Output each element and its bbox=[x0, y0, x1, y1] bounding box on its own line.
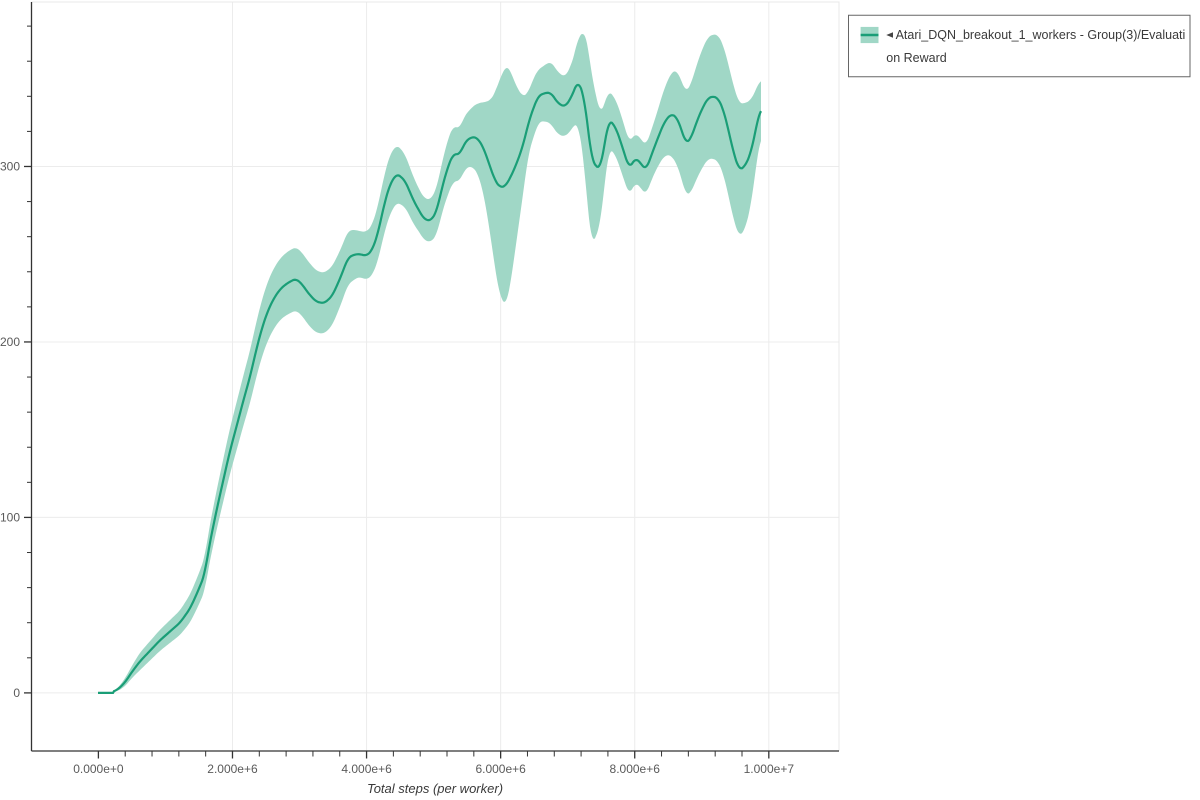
svg-text:on Reward: on Reward bbox=[886, 51, 946, 65]
svg-text:4.000e+6: 4.000e+6 bbox=[341, 762, 392, 776]
svg-text:Atari_DQN_breakout_1_workers -: Atari_DQN_breakout_1_workers - Group(3)/… bbox=[896, 28, 1186, 42]
svg-text:1.000e+7: 1.000e+7 bbox=[744, 762, 795, 776]
svg-text:0.000e+0: 0.000e+0 bbox=[73, 762, 124, 776]
svg-text:Total steps (per worker): Total steps (per worker) bbox=[367, 781, 503, 796]
svg-text:200: 200 bbox=[0, 335, 20, 349]
svg-text:100: 100 bbox=[0, 510, 20, 524]
svg-text:300: 300 bbox=[0, 160, 20, 174]
svg-text:0: 0 bbox=[13, 686, 20, 700]
svg-text:2.000e+6: 2.000e+6 bbox=[207, 762, 258, 776]
svg-text:8.000e+6: 8.000e+6 bbox=[610, 762, 661, 776]
svg-text:6.000e+6: 6.000e+6 bbox=[475, 762, 526, 776]
